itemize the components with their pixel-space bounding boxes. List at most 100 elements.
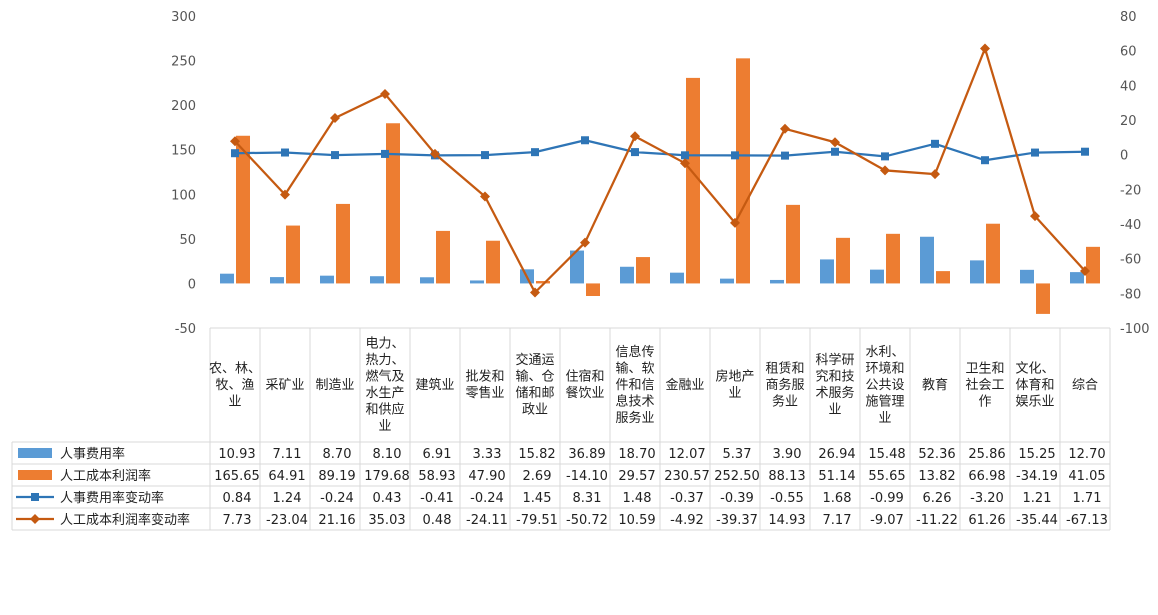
personnel-cost-rate-change-marker xyxy=(481,151,489,160)
category-label: 服务业 xyxy=(615,410,654,426)
legend-key-bar xyxy=(18,470,52,480)
category-label: 批发和 xyxy=(465,369,504,385)
category-label: 教育 xyxy=(922,377,948,393)
category-label: 住宿和 xyxy=(565,369,604,385)
category-label: 体育和 xyxy=(1015,377,1054,393)
bar-personnel-cost-rate xyxy=(770,279,784,284)
table-cell-value: 6.26 xyxy=(923,491,952,506)
table-cell-value: 3.90 xyxy=(773,447,802,462)
category-label: 术服务 xyxy=(815,385,854,401)
left-axis-tick-label: -50 xyxy=(175,322,196,337)
category-label: 建筑业 xyxy=(415,377,454,393)
bar-labor-cost-profit-rate xyxy=(836,237,850,284)
table-cell-value: 165.65 xyxy=(214,469,260,484)
category-label: 社会工 xyxy=(965,377,1004,393)
table-cell-value: 3.33 xyxy=(473,447,502,462)
category-label: 水生产 xyxy=(365,386,404,401)
table-cell-value: -9.07 xyxy=(870,513,904,528)
right-axis-tick-label: -100 xyxy=(1120,322,1150,337)
bar-labor-cost-profit-rate xyxy=(636,257,650,284)
bar-labor-cost-profit-rate xyxy=(986,223,1000,284)
bar-labor-cost-profit-rate xyxy=(236,135,250,284)
personnel-cost-rate-change-marker xyxy=(681,151,689,160)
personnel-cost-rate-change-marker xyxy=(881,152,889,161)
bar-personnel-cost-rate xyxy=(370,276,384,284)
personnel-cost-rate-change-marker xyxy=(981,156,989,165)
table-cell-value: -39.37 xyxy=(716,513,758,528)
legend-key-bar xyxy=(18,448,52,458)
category-label: 储和邮 xyxy=(515,386,554,401)
table-cell-value: -0.24 xyxy=(320,491,354,506)
bar-personnel-cost-rate xyxy=(220,273,234,284)
bar-labor-cost-profit-rate xyxy=(586,283,600,296)
table-cell-value: -0.41 xyxy=(420,491,454,506)
table-cell-value: -0.39 xyxy=(720,491,754,506)
legend-key-marker xyxy=(30,514,40,524)
category-label: 务业 xyxy=(772,393,798,409)
table-cell-value: 252.50 xyxy=(714,469,760,484)
table-cell-value: 35.03 xyxy=(368,513,405,528)
table-cell-value: 15.82 xyxy=(518,447,555,462)
table-cell-value: 15.48 xyxy=(868,447,905,462)
category-label: 商务服 xyxy=(765,377,804,393)
legend-key-marker xyxy=(31,493,39,501)
category-label: 和供应 xyxy=(365,402,404,418)
right-axis-tick-label: 20 xyxy=(1120,114,1137,129)
table-cell-value: 2.69 xyxy=(523,469,552,484)
left-axis-tick-label: 100 xyxy=(171,188,196,203)
bar-labor-cost-profit-rate xyxy=(386,123,400,284)
table-cell-value: 1.48 xyxy=(623,491,652,506)
line-series xyxy=(230,43,1090,298)
personnel-cost-rate-change-line xyxy=(234,139,1086,162)
legend-series-name: 人工成本利润率变动率 xyxy=(60,512,190,528)
category-label: 信息传 xyxy=(615,344,654,360)
personnel-cost-rate-change-marker xyxy=(781,151,789,160)
category-label: 息技术 xyxy=(615,393,654,409)
labor-cost-profit-rate-change-marker xyxy=(530,287,540,298)
table-cell-value: -3.20 xyxy=(970,491,1004,506)
table-cell-value: -24.11 xyxy=(466,513,508,528)
table-cell-value: 12.07 xyxy=(668,447,705,462)
category-label: 水利、 xyxy=(865,345,904,360)
table-cell-value: 230.57 xyxy=(664,469,710,484)
right-axis-tick-label: 0 xyxy=(1120,149,1128,164)
bar-labor-cost-profit-rate xyxy=(686,77,700,284)
personnel-cost-rate-change-marker xyxy=(231,149,239,158)
category-label: 施管理 xyxy=(865,394,904,409)
category-label: 采矿业 xyxy=(265,378,304,393)
bar-personnel-cost-rate xyxy=(570,250,584,284)
table-cell-value: -50.72 xyxy=(566,513,608,528)
category-label: 件和信 xyxy=(615,378,654,393)
category-label: 业 xyxy=(228,394,241,409)
labor-cost-profit-rate-change-marker xyxy=(1080,266,1090,277)
labor-cost-profit-rate-change-marker xyxy=(980,43,990,54)
left-axis-tick-label: 200 xyxy=(171,99,196,114)
labor-cost-profit-rate-change-marker xyxy=(480,191,490,202)
table-cell-value: -0.37 xyxy=(670,491,704,506)
table-cell-value: -0.55 xyxy=(770,491,804,506)
bar-personnel-cost-rate xyxy=(470,280,484,284)
table-cell-value: -35.44 xyxy=(1016,513,1058,528)
category-label: 制造业 xyxy=(315,378,354,393)
category-label: 房地产 xyxy=(715,369,754,385)
labor-cost-profit-rate-change-line xyxy=(234,47,1086,294)
left-axis-tick-label: 0 xyxy=(188,277,196,292)
personnel-cost-rate-change-marker xyxy=(931,139,939,148)
labor-cost-profit-rate-change-marker xyxy=(430,148,440,159)
category-label: 业 xyxy=(828,403,841,418)
table-cell-value: -14.10 xyxy=(566,469,608,484)
table-cell-value: 1.45 xyxy=(523,491,552,506)
bar-labor-cost-profit-rate xyxy=(886,233,900,284)
bar-labor-cost-profit-rate xyxy=(486,240,500,284)
table-cell-value: 25.86 xyxy=(968,447,1005,462)
bar-labor-cost-profit-rate xyxy=(736,58,750,284)
left-axis-tick-label: 250 xyxy=(171,55,196,70)
personnel-cost-rate-change-marker xyxy=(631,148,639,157)
right-axis-tick-label: -60 xyxy=(1120,253,1141,268)
table-cell-value: 7.11 xyxy=(273,447,302,462)
table-cell-value: -11.22 xyxy=(916,513,958,528)
bar-personnel-cost-rate xyxy=(420,277,434,284)
table-cell-value: 36.89 xyxy=(568,447,605,462)
labor-cost-profit-rate-change-marker xyxy=(580,237,590,248)
right-axis: 80 60 40 20 0 -20 -40 -60 -80 -100 xyxy=(1120,10,1150,337)
